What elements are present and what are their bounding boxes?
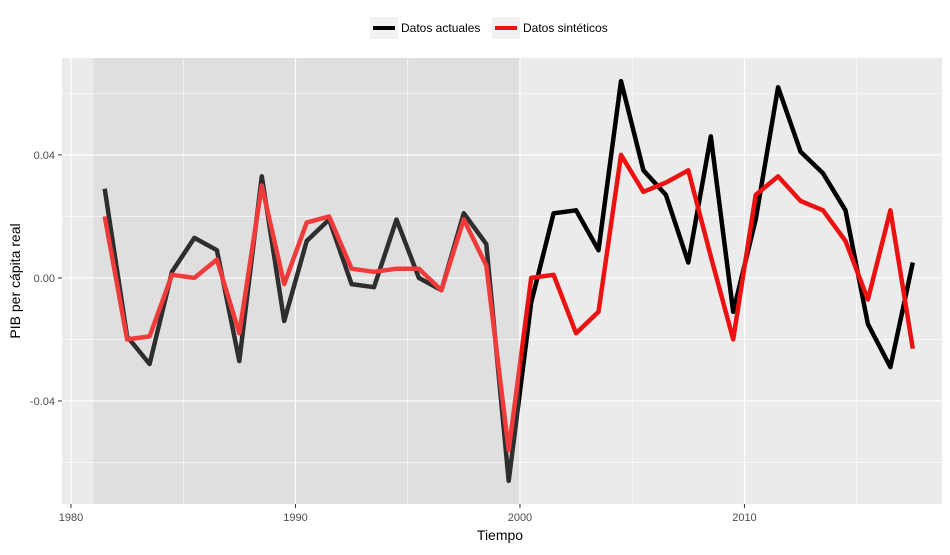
legend-label-synthetic: Datos sintéticos [523, 21, 608, 35]
legend: Datos actuales Datos sintéticos [370, 17, 608, 39]
y-axis: -0.04 0.00 0.04 [30, 150, 62, 408]
x-axis: 1980 1990 2000 2010 [59, 504, 757, 524]
x-axis-title: Tiempo [477, 527, 523, 543]
x-tick-label: 1980 [59, 512, 83, 524]
shaded-region [93, 58, 520, 504]
x-tick-label: 2010 [732, 512, 756, 524]
series-line-synthetic [102, 152, 916, 453]
y-tick-label: -0.04 [30, 396, 55, 408]
x-tick-label: 2000 [508, 512, 532, 524]
series-line-actual [102, 78, 916, 484]
shaded-region-overlay [93, 58, 520, 504]
y-tick-label: 0.04 [34, 150, 55, 162]
y-axis-title: PIB per cápita real [7, 223, 23, 338]
x-tick-label: 1990 [283, 512, 307, 524]
shaded-region-rect [93, 58, 520, 504]
y-tick-label: 0.00 [34, 273, 55, 285]
series-lines [93, 58, 916, 504]
legend-label-actual: Datos actuales [401, 21, 480, 35]
